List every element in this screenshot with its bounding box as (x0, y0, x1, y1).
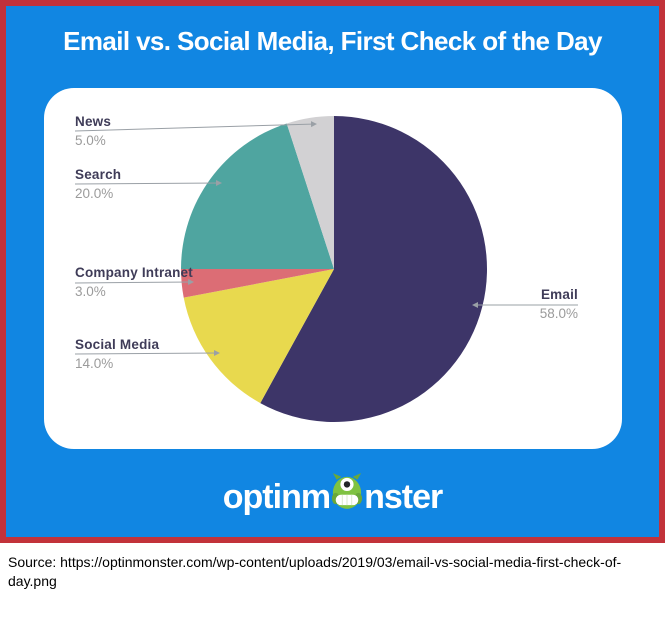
slice-label-search: Search (75, 167, 122, 182)
callout-company-intranet: Company Intranet 3.0% (75, 265, 193, 300)
pie-slice-company-intranet (181, 269, 334, 298)
slice-value-search: 20.0% (75, 185, 114, 201)
slice-value-company-intranet: 3.0% (75, 283, 106, 299)
slice-value-news: 5.0% (75, 132, 106, 148)
slice-label-email: Email (540, 287, 578, 302)
slice-label-company-intranet: Company Intranet (75, 265, 193, 280)
chart-title: Email vs. Social Media, First Check of t… (63, 26, 602, 56)
slice-value-social-media: 14.0% (75, 355, 114, 371)
leader-line-search (74, 180, 222, 187)
infographic-poster: Email vs. Social Media, First Check of t… (0, 0, 665, 543)
logo-text-right: nster (364, 478, 443, 516)
leader-line-company-intranet (74, 279, 194, 286)
pie-slice-email (260, 116, 488, 423)
pie-slice-social-media (183, 269, 334, 404)
leader-line-news (74, 121, 317, 132)
callout-news: News 5.0% (75, 114, 112, 149)
pie-slice-news (286, 116, 334, 269)
optinmonster-logo: optinm nster (6, 472, 659, 521)
leader-line-social-media (74, 350, 220, 357)
slice-value-email: 58.0% (539, 305, 578, 321)
source-caption: Source: https://optinmonster.com/wp-cont… (8, 554, 622, 589)
callout-search: Search 20.0% (75, 167, 122, 202)
monster-icon (331, 472, 363, 519)
slice-label-news: News (75, 114, 112, 129)
chart-card: News 5.0% Search 20.0% Company Intranet … (44, 88, 622, 449)
slice-label-social-media: Social Media (75, 337, 160, 352)
pie-chart (74, 116, 578, 423)
pie-slice-search (181, 123, 334, 269)
callout-social-media: Social Media 14.0% (75, 337, 160, 372)
callout-email: Email 58.0% (539, 287, 578, 322)
logo-text-left: optinm (222, 478, 331, 516)
